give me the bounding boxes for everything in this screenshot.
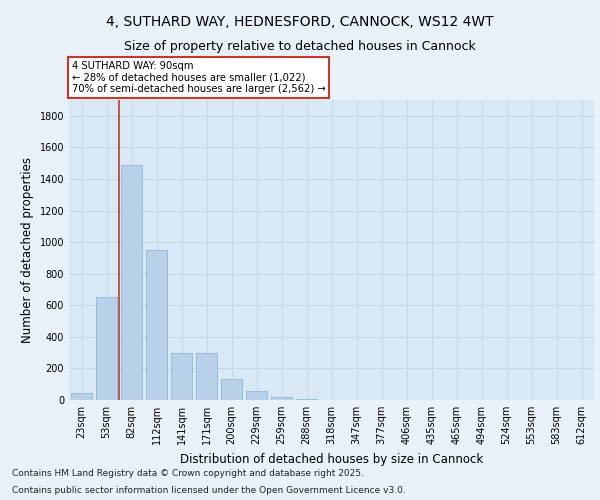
Bar [246,390,267,400]
Bar [146,250,167,400]
Text: 4 SUTHARD WAY: 90sqm
← 28% of detached houses are smaller (1,022)
70% of semi-de: 4 SUTHARD WAY: 90sqm ← 28% of detached h… [71,61,325,94]
Text: 4, SUTHARD WAY, HEDNESFORD, CANNOCK, WS12 4WT: 4, SUTHARD WAY, HEDNESFORD, CANNOCK, WS1… [106,15,494,29]
X-axis label: Distribution of detached houses by size in Cannock: Distribution of detached houses by size … [180,452,483,466]
Text: Contains HM Land Registry data © Crown copyright and database right 2025.: Contains HM Land Registry data © Crown c… [12,468,364,477]
Bar [271,397,292,400]
Y-axis label: Number of detached properties: Number of detached properties [21,157,34,343]
Bar [196,354,217,400]
Text: Contains public sector information licensed under the Open Government Licence v3: Contains public sector information licen… [12,486,406,495]
Bar [121,164,142,400]
Bar [296,399,317,400]
Bar [221,380,242,400]
Bar [96,298,117,400]
Bar [71,393,92,400]
Text: Size of property relative to detached houses in Cannock: Size of property relative to detached ho… [124,40,476,53]
Bar [171,354,192,400]
